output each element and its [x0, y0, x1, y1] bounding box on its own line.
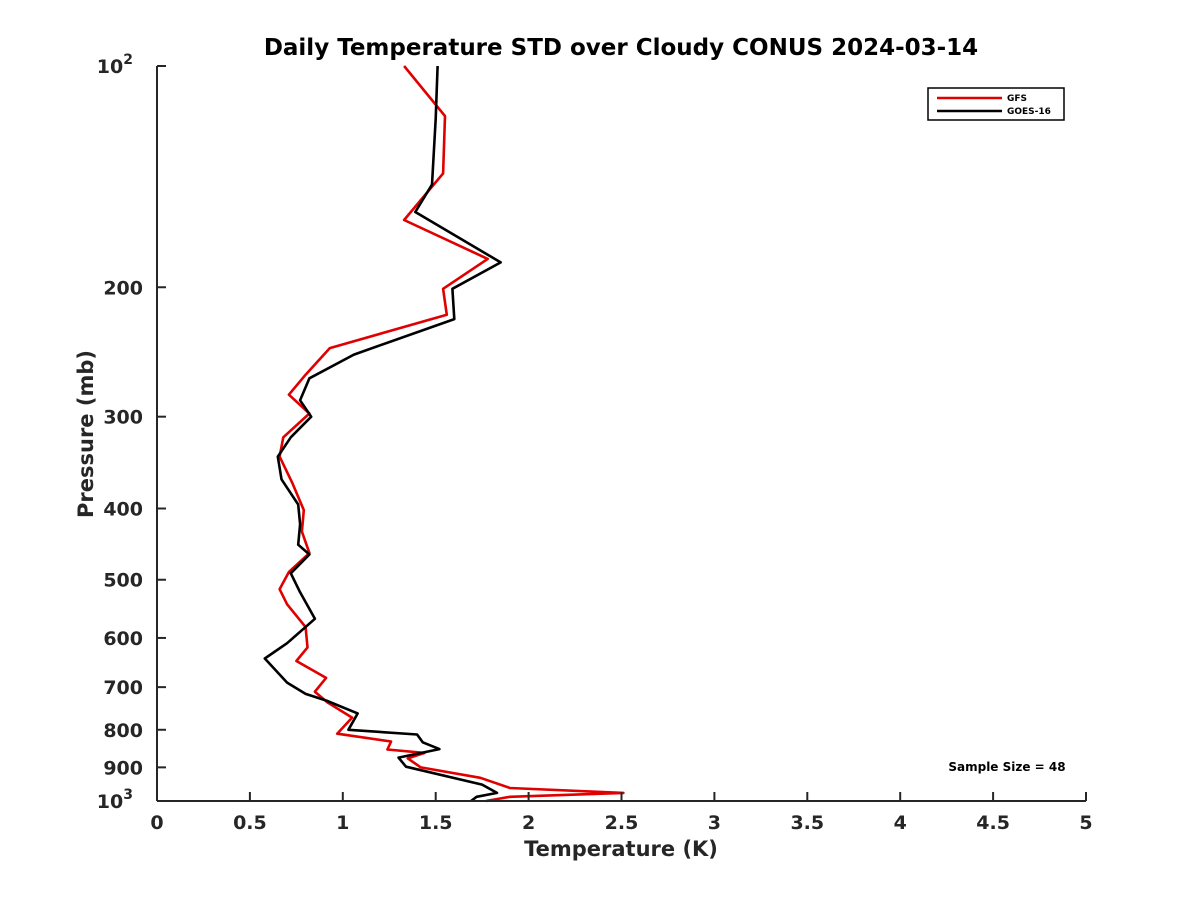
y-axis-title: Pressure (mb)	[74, 350, 98, 518]
legend-label: GOES-16	[1007, 107, 1051, 117]
y-tick-label-base: 700	[103, 677, 143, 699]
y-tick-label: 700	[103, 677, 143, 699]
x-ticks: 0 0.5 1 1.5 2 2.5 3 3.5 4 4.5 5	[150, 792, 1093, 834]
series-line-goes-16	[263, 65, 503, 803]
x-tick-label: 3	[708, 812, 721, 834]
y-tick-label-exponent: 3	[123, 787, 133, 803]
x-tick-label: 0.5	[233, 812, 267, 834]
legend-label: GFS	[1007, 94, 1027, 104]
y-tick-label-base: 500	[103, 570, 143, 592]
x-tick-label: 2	[522, 812, 535, 834]
x-tick-label: 4.5	[976, 812, 1010, 834]
legend: GFS GOES-16	[927, 87, 1065, 121]
y-tick-label: 400	[103, 499, 143, 521]
y-tick-label-base: 300	[103, 407, 143, 429]
y-tick-label-base: 800	[103, 720, 143, 742]
y-tick-label-base: 600	[103, 628, 143, 650]
y-tick-label: 600	[103, 628, 143, 650]
y-tick-label-base: 400	[103, 499, 143, 521]
x-tick-label: 1.5	[419, 812, 453, 834]
x-tick-label: 1	[336, 812, 349, 834]
y-tick-label: 102	[97, 52, 133, 78]
y-tick-label: 300	[103, 407, 143, 429]
y-tick-label-exponent: 2	[123, 52, 133, 68]
y-tick-label-base: 10	[97, 791, 123, 813]
x-tick-label: 0	[150, 812, 163, 834]
y-tick-label: 800	[103, 720, 143, 742]
series-line-gfs	[278, 65, 625, 803]
x-axis-title: Temperature (K)	[524, 837, 718, 861]
chart-title: Daily Temperature STD over Cloudy CONUS …	[264, 35, 978, 61]
y-tick-label: 900	[103, 757, 143, 779]
x-tick-label: 5	[1079, 812, 1092, 834]
series-layer	[263, 65, 625, 803]
y-tick-label-base: 200	[103, 277, 143, 299]
y-tick-label-base: 10	[97, 56, 123, 78]
x-tick-label: 2.5	[605, 812, 639, 834]
x-tick-label: 4	[894, 812, 907, 834]
y-tick-label-base: 900	[103, 757, 143, 779]
legend-box	[927, 87, 1065, 121]
y-tick-label: 500	[103, 570, 143, 592]
sample-size-annotation: Sample Size = 48	[948, 760, 1065, 774]
y-tick-label: 200	[103, 277, 143, 299]
y-tick-label: 103	[97, 787, 133, 813]
x-tick-label: 3.5	[790, 812, 824, 834]
